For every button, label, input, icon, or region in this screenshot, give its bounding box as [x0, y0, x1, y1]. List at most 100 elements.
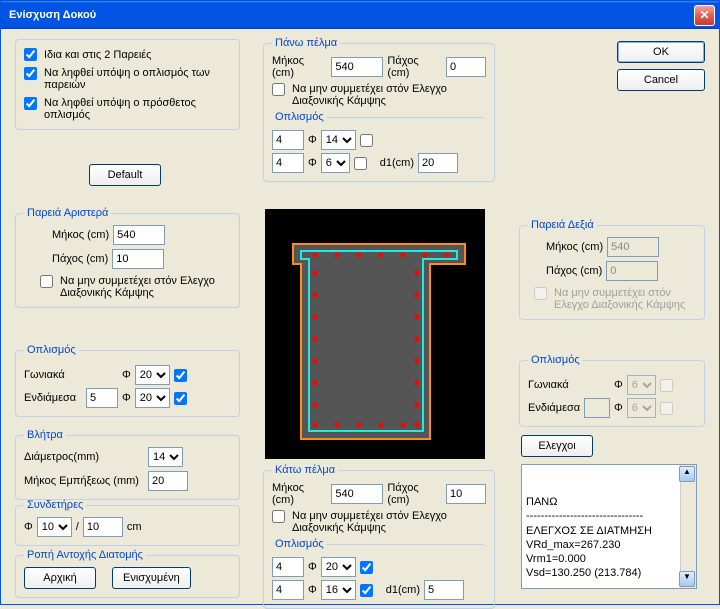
- bolts-group: Βλήτρα Διάμετρος(mm) 14 Μήκος Εμπήξεως (…: [15, 429, 240, 500]
- ls-nobiaxial-checkbox[interactable]: [40, 275, 53, 288]
- rr-corner-d: 6: [627, 375, 656, 395]
- lr-middle-d[interactable]: 20: [135, 388, 170, 408]
- tf-rebar1-phi: Φ: [308, 134, 317, 146]
- rr-corner-chk: [660, 379, 673, 392]
- titlebar: Ενίσχυση Δοκού ✕: [1, 1, 719, 29]
- tf-length-label: Μήκος (cm): [272, 55, 327, 79]
- bf-thick-input[interactable]: [446, 484, 486, 504]
- bf-nobiaxial-checkbox[interactable]: [272, 510, 285, 523]
- tf-thick-input[interactable]: [446, 57, 486, 77]
- include-addl-rebar-checkbox[interactable]: [24, 97, 37, 110]
- rs-thick-label: Πάχος (cm): [546, 265, 602, 277]
- lr-corner-chk[interactable]: [174, 369, 187, 382]
- ok-button[interactable]: OK: [617, 41, 705, 63]
- left-side-group: Παρειά Αριστερά Μήκος (cm) Πάχος (cm) Να…: [15, 207, 240, 308]
- tf-length-input[interactable]: [331, 57, 383, 77]
- stirrups-legend: Συνδετήρες: [24, 499, 86, 511]
- include-addl-rebar-check[interactable]: Να ληφθεί υπόψη ο πρόσθετος οπλισμός: [24, 97, 231, 121]
- stir-cm-label: cm: [127, 521, 142, 533]
- tf-rebar1-d[interactable]: 14: [321, 130, 356, 150]
- close-icon[interactable]: ✕: [694, 5, 715, 26]
- right-rebar-legend: Οπλισμός: [528, 354, 583, 366]
- lr-corner-d[interactable]: 20: [135, 365, 170, 385]
- same-both-sides-check[interactable]: Iδια και στις 2 Παρειές: [24, 48, 231, 61]
- rs-nobiaxial-checkbox: [534, 287, 547, 300]
- bf-rebar2-d[interactable]: 16: [321, 580, 356, 600]
- include-side-rebar-label: Να ληφθεί υπόψη ο οπλισμός των παρειών: [44, 67, 224, 91]
- tf-rebar1-chk[interactable]: [360, 134, 373, 147]
- bf-rebar1-chk[interactable]: [360, 561, 373, 574]
- stirrups-group: Συνδετήρες Φ 10 / cm: [15, 499, 240, 546]
- include-addl-rebar-label: Να ληφθεί υπόψη ο πρόσθετος οπλισμός: [44, 97, 224, 121]
- bolt-dia-select[interactable]: 14: [148, 447, 183, 467]
- same-both-sides-checkbox[interactable]: [24, 48, 37, 61]
- include-side-rebar-check[interactable]: Να ληφθεί υπόψη ο οπλισμός των παρειών: [24, 67, 231, 91]
- tf-rebar2-n[interactable]: [272, 153, 304, 173]
- reinforced-button[interactable]: Ενισχυμένη: [112, 567, 191, 589]
- scroll-down-icon[interactable]: ▼: [679, 571, 695, 587]
- dialog-body: Iδια και στις 2 Παρειές Να ληφθεί υπόψη …: [1, 29, 719, 604]
- bf-nobiaxial-check[interactable]: Να μην συμμετέχει στόν Ελεγχο Διαξονικής…: [272, 510, 486, 534]
- ls-nobiaxial-label: Να μην συμμετέχει στόν Ελεγχο Διαξονικής…: [60, 275, 231, 299]
- original-button[interactable]: Αρχική: [24, 567, 96, 589]
- tf-d1-input[interactable]: [418, 153, 458, 173]
- results-text: ΠΑΝΩ -------------------------------- ΕΛ…: [526, 495, 692, 581]
- bf-rebar1-d[interactable]: 20: [321, 557, 356, 577]
- rr-middle-phi: Φ: [614, 402, 623, 414]
- bf-rebar2-chk[interactable]: [360, 584, 373, 597]
- rr-corner-label: Γωνιακά: [528, 379, 580, 391]
- lr-corner-phi: Φ: [122, 369, 131, 381]
- tf-nobiaxial-check[interactable]: Να μην συμμετέχει στόν Ελεγχο Διαξονικής…: [272, 83, 486, 107]
- tf-thick-label: Πάχος (cm): [387, 55, 442, 79]
- stir-phi-select[interactable]: 10: [37, 517, 72, 537]
- ls-length-input[interactable]: [113, 225, 165, 245]
- checks-button[interactable]: Ελεγχοι: [521, 435, 593, 457]
- scroll-up-icon[interactable]: ▲: [679, 466, 695, 482]
- bolt-dia-label: Διάμετρος(mm): [24, 451, 144, 463]
- bf-nobiaxial-label: Να μην συμμετέχει στόν Ελεγχο Διαξονικής…: [292, 510, 482, 534]
- ls-thick-label: Πάχος (cm): [52, 253, 108, 265]
- rr-middle-label: Ενδιάμεσα: [528, 402, 580, 414]
- tf-d1-label: d1(cm): [380, 157, 414, 169]
- tf-rebar2-chk[interactable]: [354, 157, 367, 170]
- bf-thick-label: Πάχος (cm): [387, 482, 442, 506]
- moment-legend: Ροπή Αντοχής Διατομής: [24, 549, 146, 561]
- lr-middle-chk[interactable]: [174, 392, 187, 405]
- bf-rebar2-phi: Φ: [308, 584, 317, 596]
- results-scrollbar[interactable]: ▲ ▼: [680, 465, 696, 588]
- tf-nobiaxial-checkbox[interactable]: [272, 83, 285, 96]
- tf-rebar2-d[interactable]: 6: [321, 153, 350, 173]
- ls-length-label: Μήκος (cm): [52, 229, 109, 241]
- dialog-window: Ενίσχυση Δοκού ✕ Iδια και στις 2 Παρειές…: [0, 0, 720, 605]
- stir-phi-label: Φ: [24, 521, 33, 533]
- default-button[interactable]: Default: [89, 164, 161, 186]
- stir-slash: /: [76, 521, 79, 533]
- ls-nobiaxial-check[interactable]: Να μην συμμετέχει στόν Ελεγχο Διαξονικής…: [40, 275, 231, 299]
- results-textarea[interactable]: ΠΑΝΩ -------------------------------- ΕΛ…: [521, 464, 697, 589]
- bottom-flange-legend: Κάτω πέλμα: [272, 464, 338, 476]
- include-side-rebar-checkbox[interactable]: [24, 67, 37, 80]
- right-side-group: Παρειά Δεξιά Μήκος (cm) Πάχος (cm) Να μη…: [519, 219, 705, 320]
- lr-middle-n[interactable]: [86, 388, 118, 408]
- rr-middle-n: [584, 398, 610, 418]
- bf-d1-input[interactable]: [424, 580, 464, 600]
- moment-group: Ροπή Αντοχής Διατομής Αρχική Ενισχυμένη: [15, 549, 240, 598]
- cancel-button[interactable]: Cancel: [617, 69, 705, 91]
- bf-rebar1-n[interactable]: [272, 557, 304, 577]
- rs-thick-input: [606, 261, 658, 281]
- lr-middle-label: Ενδιάμεσα: [24, 392, 82, 404]
- ok-cancel-group: OK Cancel: [617, 41, 705, 91]
- bf-length-input[interactable]: [331, 484, 383, 504]
- bolt-embed-input[interactable]: [148, 471, 188, 491]
- tf-rebar1-n[interactable]: [272, 130, 304, 150]
- bf-rebar-group: Οπλισμός Φ 20 Φ 16 d1(cm): [272, 538, 486, 600]
- ls-thick-input[interactable]: [112, 249, 164, 269]
- rr-middle-chk: [660, 402, 673, 415]
- lr-middle-phi: Φ: [122, 392, 131, 404]
- cross-section-diagram: [265, 209, 485, 459]
- tf-nobiaxial-label: Να μην συμμετέχει στόν Ελεγχο Διαξονικής…: [292, 83, 482, 107]
- stir-spacing-input[interactable]: [83, 517, 123, 537]
- bf-length-label: Μήκος (cm): [272, 482, 327, 506]
- bf-rebar2-n[interactable]: [272, 580, 304, 600]
- bf-d1-label: d1(cm): [386, 584, 420, 596]
